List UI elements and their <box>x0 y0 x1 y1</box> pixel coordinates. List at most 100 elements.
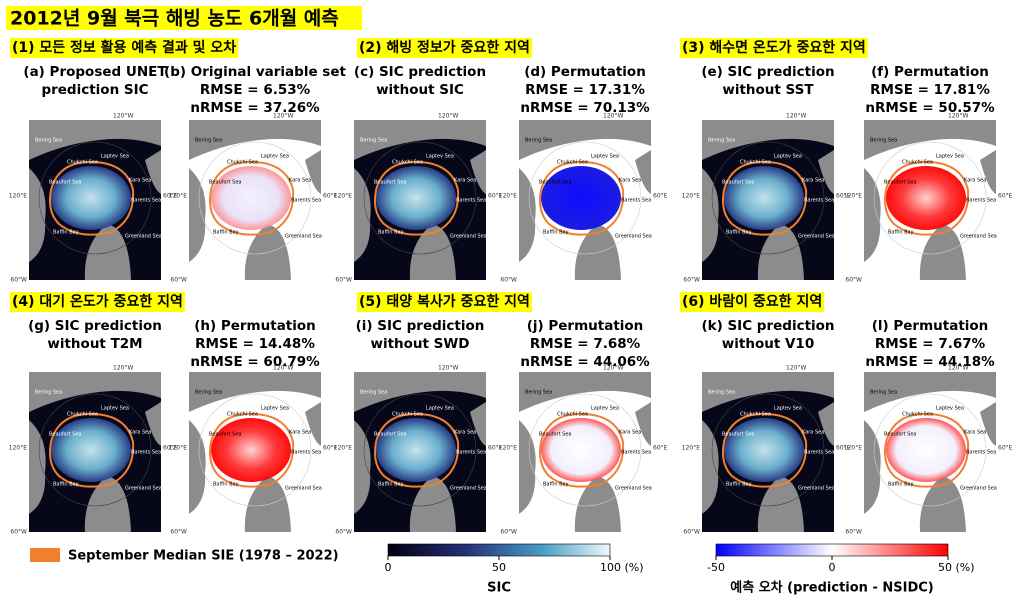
map-land <box>980 402 996 446</box>
sea-label: Laptev Sea <box>936 154 964 160</box>
sea-label: Beaufort Sea <box>49 180 81 186</box>
sea-label: Chukchi Sea <box>902 412 933 418</box>
longitude-label: 120°W <box>603 365 623 372</box>
map-land <box>354 120 486 160</box>
median-sie-outline <box>884 160 970 236</box>
sea-label: Bering Sea <box>870 390 897 396</box>
longitude-label: 60°E <box>488 445 503 452</box>
sea-label: Kara Sea <box>802 178 824 184</box>
panel-caption: without T2M <box>47 336 142 352</box>
longitude-label: 60°E <box>163 445 178 452</box>
panel-caption: without SWD <box>370 336 469 352</box>
median-sie-outline <box>374 160 460 236</box>
map-land <box>409 224 456 280</box>
longitude-label: 60°W <box>845 529 862 536</box>
map-land <box>244 224 291 280</box>
map-land <box>864 168 881 262</box>
heading-highlight <box>10 292 185 312</box>
longitude-label: 120°W <box>273 365 293 372</box>
median-sie-outline <box>209 412 295 488</box>
longitude-label: 120°W <box>438 365 458 372</box>
sea-label: Bering Sea <box>708 390 735 396</box>
longitude-label: 120°W <box>786 365 806 372</box>
sea-label: Baffin Bay <box>378 482 404 488</box>
panel-caption: (j) Permutation <box>527 318 644 334</box>
map-land <box>29 168 46 262</box>
latitude-circle <box>711 393 825 507</box>
title-highlight <box>6 6 362 30</box>
sea-label: Beaufort Sea <box>209 180 241 186</box>
median-sie-outline <box>539 412 625 488</box>
latitude-circle <box>38 393 152 507</box>
sea-label: Chukchi Sea <box>67 412 98 418</box>
section-heading: (2) 해빙 정보가 중요한 지역 <box>359 39 530 56</box>
sea-ice <box>376 418 456 482</box>
sea-label: Kara Sea <box>619 430 641 436</box>
map-land <box>818 150 834 194</box>
sea-label: Bering Sea <box>870 138 897 144</box>
sea-label: Laptev Sea <box>426 406 454 412</box>
map-land <box>864 120 996 160</box>
panel-caption: (d) Permutation <box>524 64 646 80</box>
map-land <box>757 476 804 532</box>
longitude-label: 120°E <box>682 445 700 452</box>
latitude-circle <box>873 393 987 507</box>
longitude-label: 60°W <box>500 277 517 284</box>
map-land <box>519 168 536 262</box>
panel-caption: nRMSE = 60.79% <box>190 354 320 370</box>
latitude-circle <box>198 393 312 507</box>
longitude-label: 60°W <box>500 529 517 536</box>
longitude-label: 120°E <box>334 445 352 452</box>
latitude-circle <box>198 141 312 255</box>
map-land <box>702 420 719 514</box>
section-heading: (1) 모든 정보 활용 예측 결과 및 오차 <box>12 39 236 56</box>
panel-caption: RMSE = 14.48% <box>195 336 315 352</box>
longitude-label: 120°W <box>948 113 968 120</box>
sea-ice <box>541 166 621 230</box>
panel-caption: without SST <box>722 82 814 98</box>
longitude-label: 120°E <box>334 193 352 200</box>
panel-caption: nRMSE = 70.13% <box>520 100 650 116</box>
colorbar-tick-label: 0 <box>829 561 836 574</box>
heading-highlight <box>357 38 532 58</box>
sea-label: Kara Sea <box>454 430 476 436</box>
sea-label: Bering Sea <box>525 390 552 396</box>
longitude-label: 120°E <box>499 445 517 452</box>
sea-label: Barents Sea <box>966 450 996 456</box>
longitude-label: 120°W <box>273 113 293 120</box>
sea-label: Chukchi Sea <box>227 160 258 166</box>
sea-label: Laptev Sea <box>426 154 454 160</box>
longitude-label: 60°E <box>998 193 1013 200</box>
sea-label: Greenland Sea <box>450 486 487 492</box>
sea-label: Beaufort Sea <box>722 432 754 438</box>
panel-caption: RMSE = 7.68% <box>530 336 641 352</box>
map-land <box>409 476 456 532</box>
median-sie-outline <box>884 412 970 488</box>
longitude-label: 120°W <box>603 113 623 120</box>
map-land <box>919 224 966 280</box>
sea-label: Beaufort Sea <box>539 180 571 186</box>
map-land <box>818 402 834 446</box>
panel-caption: nRMSE = 37.26% <box>190 100 320 116</box>
longitude-label: 60°W <box>683 277 700 284</box>
sea-label: Bering Sea <box>195 138 222 144</box>
sea-label: Laptev Sea <box>101 406 129 412</box>
map-land <box>189 420 206 514</box>
sea-label: Beaufort Sea <box>209 432 241 438</box>
sea-label: Baffin Bay <box>378 230 404 236</box>
latitude-circle <box>711 141 825 255</box>
panel-caption: (f) Permutation <box>871 64 989 80</box>
sea-ice <box>376 166 456 230</box>
map-land <box>29 120 161 160</box>
colorbar <box>715 543 949 557</box>
longitude-label: 120°E <box>169 193 187 200</box>
sea-label: Chukchi Sea <box>740 160 771 166</box>
sea-label: Beaufort Sea <box>884 180 916 186</box>
longitude-label: 120°E <box>844 445 862 452</box>
sea-ice <box>211 166 291 230</box>
